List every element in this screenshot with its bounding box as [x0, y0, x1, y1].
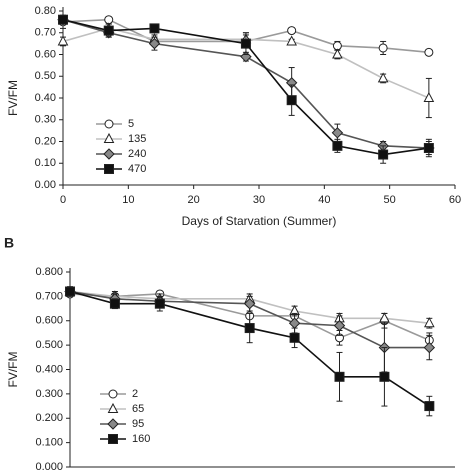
marker [57, 35, 69, 46]
series-line [62, 18, 429, 54]
marker [423, 341, 436, 354]
x-axis-label: Days of Starvation (Summer) [182, 214, 337, 228]
y-tick-label: 0.20 [35, 135, 56, 147]
series-line [62, 18, 429, 156]
series-line [62, 18, 429, 149]
marker [109, 298, 120, 309]
marker [378, 149, 389, 160]
series-line [69, 293, 430, 341]
marker [240, 38, 251, 49]
marker [377, 72, 389, 83]
series [65, 286, 435, 417]
marker [424, 401, 435, 412]
marker [331, 127, 344, 139]
marker [243, 297, 256, 310]
marker [332, 48, 343, 59]
marker [379, 312, 390, 323]
marker [108, 434, 118, 444]
marker [424, 47, 434, 57]
y-tick-label: 0.200 [35, 412, 63, 424]
marker [104, 119, 114, 129]
marker [107, 402, 119, 413]
marker [104, 164, 114, 174]
y-tick-label: 0.000 [35, 461, 63, 473]
series-line [69, 290, 430, 324]
marker [332, 140, 343, 151]
x-tick-label: 0 [60, 194, 66, 206]
legend-label: 135 [128, 133, 146, 145]
y-tick-label: 0.50 [35, 70, 56, 82]
series-line [69, 290, 430, 349]
y-tick-label: 0.40 [35, 92, 56, 104]
legend-label: 65 [132, 403, 144, 415]
y-tick-label: 0.300 [35, 388, 63, 400]
series [58, 14, 434, 164]
marker [154, 298, 165, 309]
y-tick-label: 0.600 [35, 315, 63, 327]
marker [287, 26, 297, 36]
y-tick-label: 0.00 [35, 179, 56, 191]
y-tick-label: 0.500 [35, 339, 63, 351]
marker [334, 371, 345, 382]
marker [149, 23, 160, 34]
marker [103, 132, 115, 143]
marker [289, 332, 300, 343]
marker [379, 371, 390, 382]
marker [423, 91, 435, 102]
marker [423, 143, 434, 154]
y-tick-label: 0.70 [35, 27, 56, 39]
legend-label: 95 [132, 418, 144, 430]
x-tick-label: 10 [122, 194, 134, 206]
y-tick-label: 0.400 [35, 363, 63, 375]
marker [107, 418, 119, 430]
y-tick-label: 0.700 [35, 290, 63, 302]
marker [288, 317, 301, 329]
legend-label: 160 [132, 433, 150, 445]
marker [333, 319, 346, 332]
marker [103, 25, 114, 36]
series-line [69, 290, 430, 407]
y-tick-label: 0.80 [35, 5, 56, 17]
legend-label: 5 [128, 118, 134, 130]
marker [424, 317, 435, 328]
y-tick-label: 0.10 [35, 157, 56, 169]
marker [65, 286, 75, 297]
panel-label: B [4, 235, 14, 251]
y-axis-label: FV/FM [6, 80, 20, 116]
legend-label: 2 [132, 388, 138, 400]
y-tick-label: 0.100 [35, 437, 63, 449]
marker [286, 35, 297, 46]
x-tick-label: 60 [449, 194, 461, 206]
marker [378, 43, 388, 53]
y-axis-label: FV/FM [6, 352, 20, 388]
legend-label: 240 [128, 148, 146, 160]
marker [148, 37, 161, 50]
y-tick-label: 0.800 [35, 266, 63, 278]
marker [286, 95, 297, 106]
x-tick-label: 20 [188, 194, 200, 206]
marker [103, 148, 115, 160]
legend-label: 470 [128, 163, 146, 175]
x-tick-label: 50 [384, 194, 396, 206]
x-tick-label: 30 [253, 194, 265, 206]
y-tick-label: 0.60 [35, 48, 56, 60]
y-tick-label: 0.30 [35, 114, 56, 126]
marker [244, 323, 255, 334]
marker [58, 14, 68, 25]
x-tick-label: 40 [318, 194, 330, 206]
marker [108, 389, 118, 399]
